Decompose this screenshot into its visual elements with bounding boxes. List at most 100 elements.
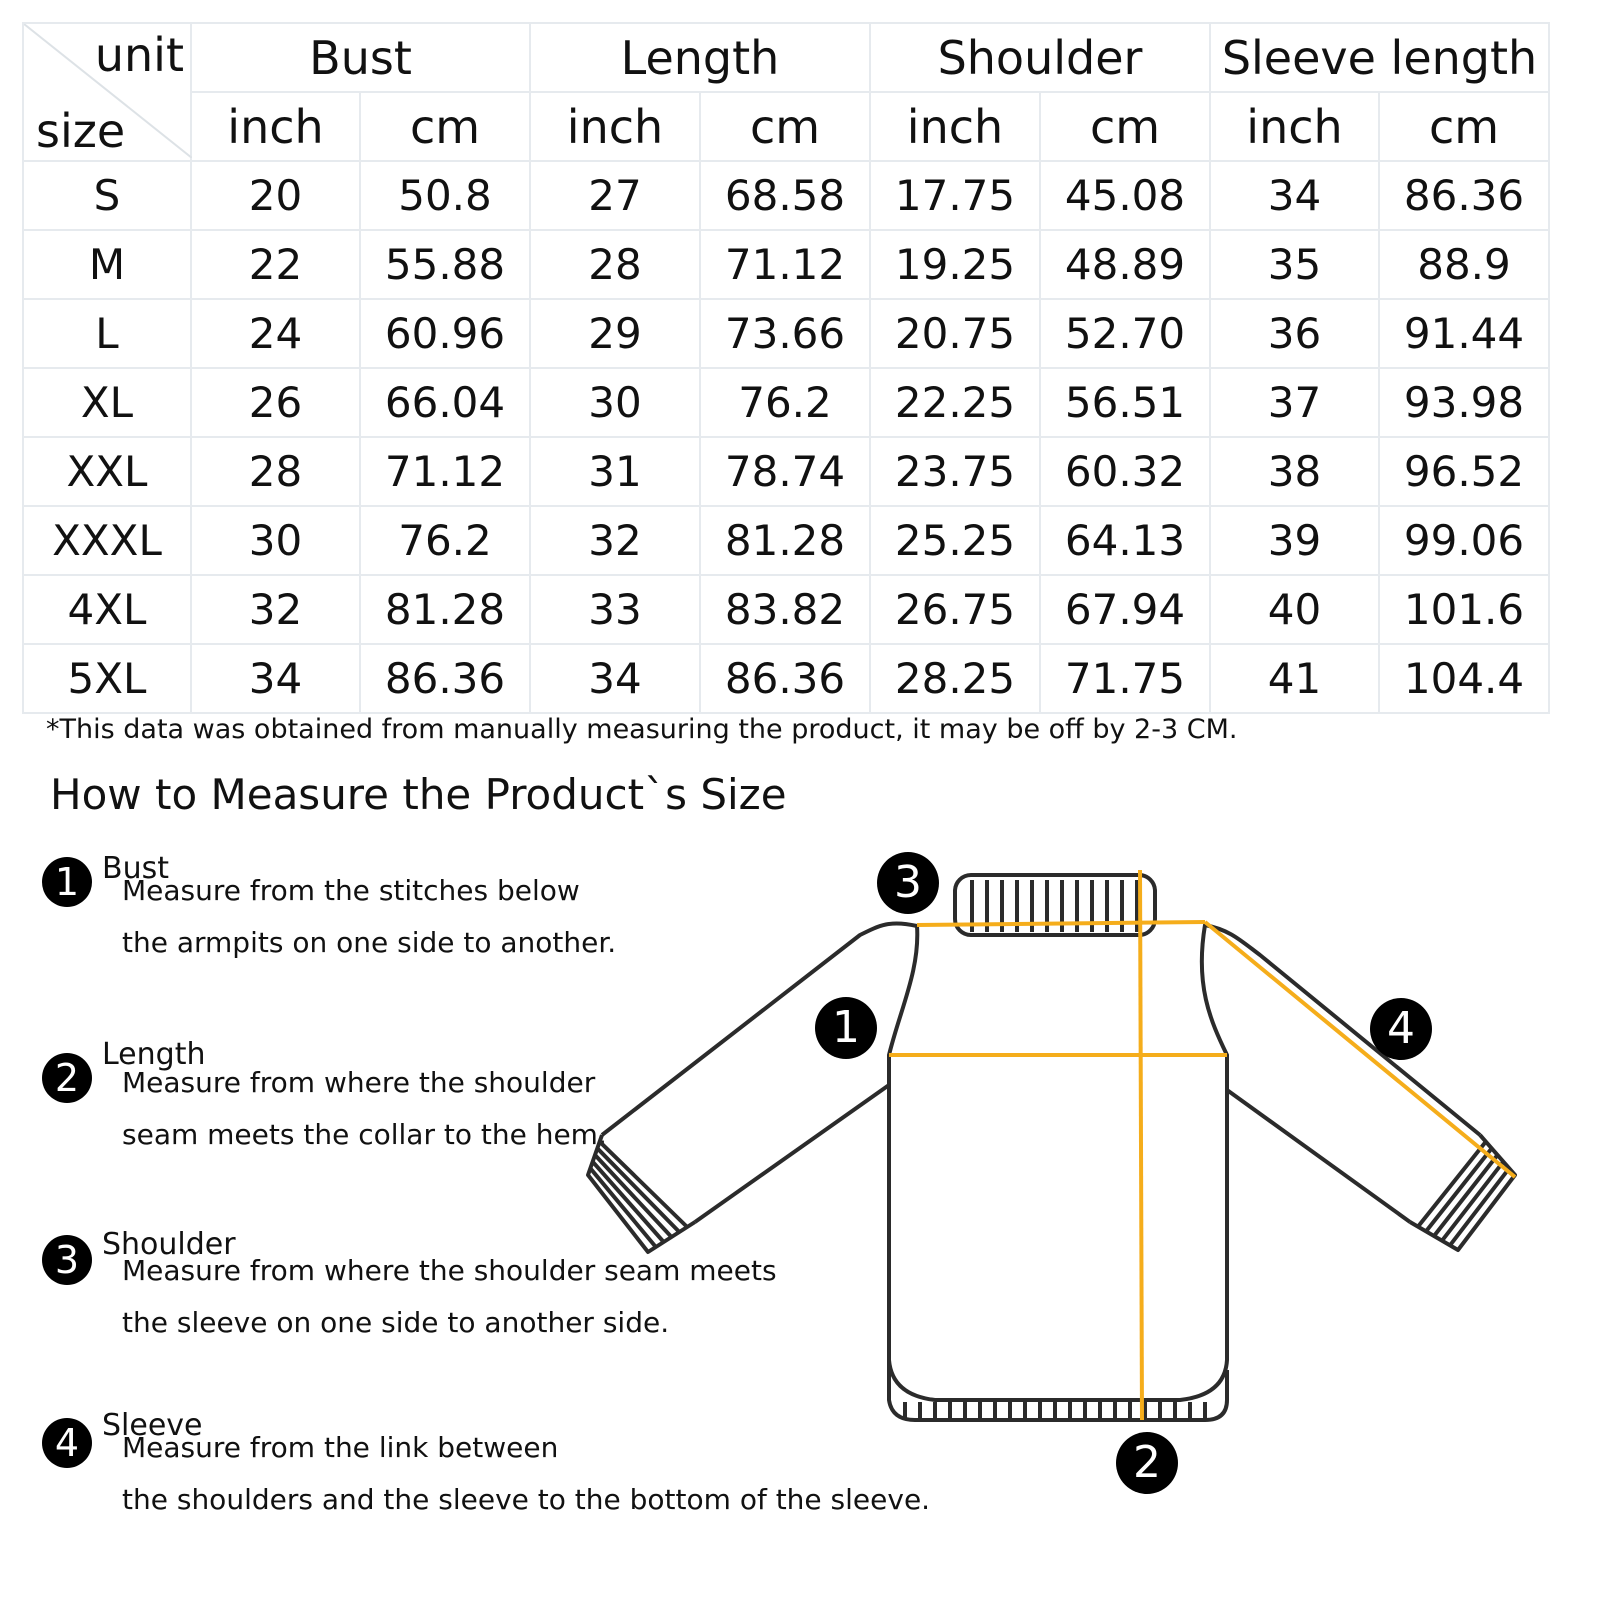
step-desc: Measure from where the shoulder seam mee… [122,1254,777,1339]
value-cell: 19.25 [869,229,1041,300]
rib-line [1424,1147,1494,1233]
value-cell: 52.70 [1039,298,1211,369]
value-cell: 36 [1209,298,1380,369]
rib-line [1448,1167,1511,1247]
unit-header: inch [529,91,701,162]
value-cell: 28 [190,436,361,507]
value-cell: 35 [1209,229,1380,300]
value-cell: 60.32 [1039,436,1211,507]
value-cell: 93.98 [1378,367,1550,438]
value-cell: 86.36 [699,643,871,714]
value-cell: 23.75 [869,436,1041,507]
value-cell: 24 [190,298,361,369]
value-cell: 81.28 [699,505,871,576]
unit-header: cm [1378,91,1550,162]
badge-2-icon: 2 [1116,1432,1178,1494]
group-header: Shoulder [869,22,1211,93]
number-3-icon: 3 [42,1235,92,1285]
step-name: Length [102,1037,206,1072]
table-row: 5XL 34 86.36 34 86.36 28.25 71.75 41 104.4 [22,643,1550,714]
value-cell: 64.13 [1039,505,1211,576]
value-cell: 67.94 [1039,574,1211,645]
value-cell: 71.12 [699,229,871,300]
size-cell: XXXL [22,505,192,576]
value-cell: 86.36 [1378,160,1550,231]
size-cell: XL [22,367,192,438]
value-cell: 99.06 [1378,505,1550,576]
rib-line [591,1160,666,1244]
value-cell: 34 [529,643,701,714]
value-cell: 28 [529,229,701,300]
sweater-outline [586,873,1517,1422]
value-cell: 78.74 [699,436,871,507]
unit-header: inch [1209,91,1380,162]
guide-title: How to Measure the Product`s Size [50,770,787,819]
size-cell: L [22,298,192,369]
value-cell: 55.88 [359,229,531,300]
value-cell: 26 [190,367,361,438]
value-cell: 38 [1209,436,1380,507]
size-cell: 4XL [22,574,192,645]
rib-line [595,1146,681,1234]
step-name: Bust [102,851,169,886]
rib-line [598,1140,689,1229]
size-cell: XXL [22,436,192,507]
value-cell: 20.75 [869,298,1041,369]
value-cell: 22.25 [869,367,1041,438]
value-cell: 76.2 [359,505,531,576]
step-name: Shoulder [102,1227,236,1262]
table-row: XL 26 66.04 30 76.2 22.25 56.51 37 93.98 [22,367,1550,438]
value-cell: 73.66 [699,298,871,369]
value-cell: 30 [529,367,701,438]
table-row: XXXL 30 76.2 32 81.28 25.25 64.13 39 99.06 [22,505,1550,576]
value-cell: 40 [1209,574,1380,645]
value-cell: 88.9 [1378,229,1550,300]
value-cell: 81.28 [359,574,531,645]
value-cell: 37 [1209,367,1380,438]
value-cell: 66.04 [359,367,531,438]
rib-line [1416,1140,1488,1228]
value-cell: 83.82 [699,574,871,645]
rib-line [588,1167,658,1249]
unit-label: unit [94,28,184,82]
value-cell: 22 [190,229,361,300]
value-cell: 17.75 [869,160,1041,231]
size-chart-table: unit size Bust Length Shoulder Sleeve le… [22,22,1550,714]
value-cell: 32 [529,505,701,576]
value-cell: 33 [529,574,701,645]
value-cell: 34 [1209,160,1380,231]
value-cell: 30 [190,505,361,576]
size-cell: S [22,160,192,231]
value-cell: 34 [190,643,361,714]
value-cell: 20 [190,160,361,231]
step-desc: Measure from where the shoulder seam meet… [122,1066,607,1151]
value-cell: 29 [529,298,701,369]
table-row: S 20 50.8 27 68.58 17.75 45.08 34 86.36 [22,160,1550,231]
unit-header: inch [190,91,361,162]
badge-4-icon: 4 [1370,998,1432,1060]
value-cell: 71.75 [1039,643,1211,714]
rib-line [593,1153,673,1239]
rib-line [1440,1160,1505,1242]
unit-header: cm [699,91,871,162]
value-cell: 101.6 [1378,574,1550,645]
number-1-icon: 1 [42,857,92,907]
group-header: Length [529,22,871,93]
value-cell: 31 [529,436,701,507]
unit-header: inch [869,91,1041,162]
value-cell: 71.12 [359,436,531,507]
value-cell: 48.89 [1039,229,1211,300]
size-cell: 5XL [22,643,192,714]
value-cell: 104.4 [1378,643,1550,714]
value-cell: 32 [190,574,361,645]
measurement-note: *This data was obtained from manually me… [46,714,1238,745]
value-cell: 56.51 [1039,367,1211,438]
value-cell: 60.96 [359,298,531,369]
corner-header: unit size [22,22,192,162]
step-desc: Measure from the stitches below the armpi… [122,874,617,959]
table-row: M 22 55.88 28 71.12 19.25 48.89 35 88.9 [22,229,1550,300]
number-2-icon: 2 [42,1053,92,1103]
table-row: L 24 60.96 29 73.66 20.75 52.70 36 91.44 [22,298,1550,369]
table-row: XXL 28 71.12 31 78.74 23.75 60.32 38 96.52 [22,436,1550,507]
